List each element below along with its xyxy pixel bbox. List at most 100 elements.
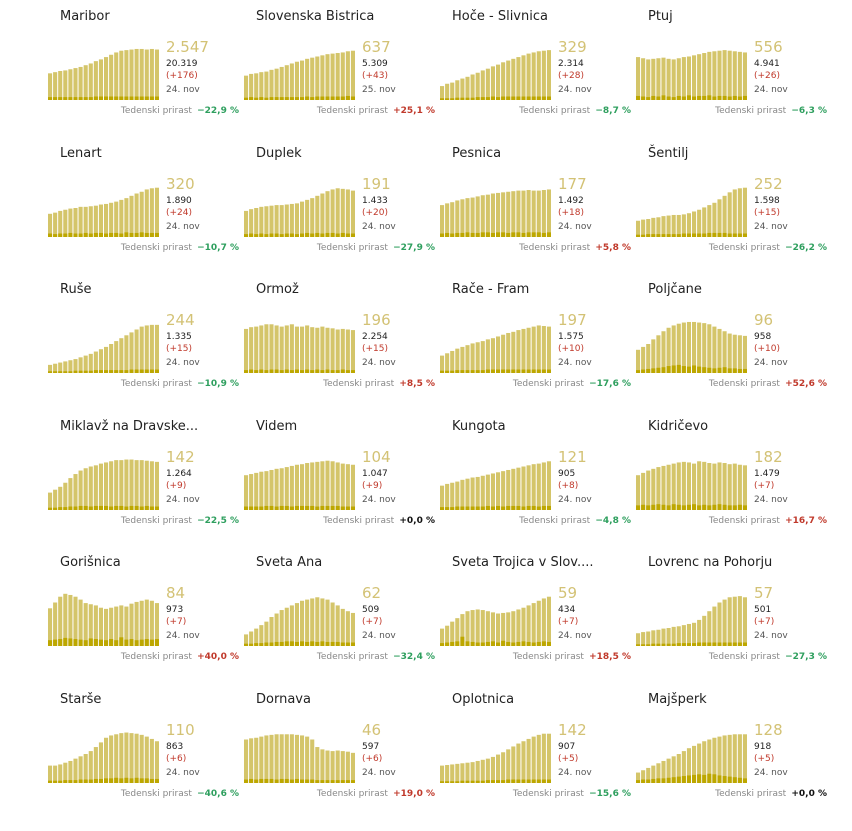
new-cases-bar: [712, 642, 717, 646]
municipality-card[interactable]: Maribor 2.547 20.319 (+176) 24. nov Tedenski …: [48, 0, 244, 137]
new-cases-bar: [98, 639, 103, 646]
active-bar: [83, 754, 88, 783]
new-cases-bar: [737, 368, 742, 373]
municipality-card[interactable]: Starše 110 863 (+6) 24. nov Tedenski prirast …: [48, 683, 244, 820]
municipality-card[interactable]: Oplotnica 142 907 (+5) 24. nov Tedenski prira…: [440, 683, 636, 820]
municipality-card[interactable]: Miklavž na Dravske... 142 1.264 (+9) 24. nov…: [48, 410, 244, 547]
municipality-card[interactable]: Gorišnica 84 973 (+7) 24. nov Tedenski priras…: [48, 546, 244, 683]
date-label: 24. nov: [362, 358, 396, 368]
new-cases-bar: [722, 232, 727, 237]
municipality-card[interactable]: Rače - Fram 197 1.575 (+10) 24. nov Tedenski …: [440, 273, 636, 410]
municipality-name: Rače - Fram: [452, 282, 530, 297]
weekly-growth-label: Tedenski prirast: [120, 243, 192, 253]
active-bar: [73, 68, 78, 100]
municipality-card[interactable]: Hoče - Slivnica 329 2.314 (+28) 24. nov Teden…: [440, 0, 636, 137]
new-cases-bar: [139, 639, 144, 646]
new-cases-bar: [490, 780, 495, 783]
new-cases-bar: [63, 507, 68, 510]
new-cases-bar: [274, 506, 279, 510]
active-bar: [274, 68, 279, 100]
new-cases-bar: [93, 96, 98, 100]
new-cases-bar: [646, 644, 651, 646]
active-bar: [114, 606, 119, 646]
active-bar: [686, 213, 691, 237]
new-cases-bar: [149, 639, 154, 646]
active-bar: [289, 324, 294, 373]
new-cases-bar: [440, 643, 445, 646]
new-cases-bar: [475, 506, 480, 510]
municipality-card[interactable]: Poljčane 96 958 (+10) 24. nov Tedenski priras…: [636, 273, 832, 410]
municipality-card[interactable]: Kidričevo 182 1.479 (+7) 24. nov Tedenski pri…: [636, 410, 832, 547]
new-cases-bar: [511, 96, 516, 100]
active-bar: [511, 468, 516, 510]
active-bar: [485, 611, 490, 646]
municipality-card[interactable]: Dornava 46 597 (+6) 24. nov Tedenski prirast …: [244, 683, 440, 820]
municipality-card[interactable]: Slovenska Bistrica 637 5.309 (+43) 25. nov Te…: [244, 0, 440, 137]
municipality-card[interactable]: Ormož 196 2.254 (+15) 24. nov Tedenski priras…: [244, 273, 440, 410]
municipality-card[interactable]: Sveta Ana 62 509 (+7) 24. nov Tedenski priras…: [244, 546, 440, 683]
municipality-card[interactable]: Duplek 191 1.433 (+20) 24. nov Tedenski prira…: [244, 137, 440, 274]
municipality-card[interactable]: Videm 104 1.047 (+9) 24. nov Tedenski prirast…: [244, 410, 440, 547]
active-bar: [68, 69, 73, 100]
active-bar: [124, 50, 129, 100]
new-cases-bar: [78, 639, 83, 646]
weekly-growth-label: Tedenski prirast: [120, 652, 192, 662]
active-bar: [641, 346, 646, 373]
active-bar: [244, 739, 249, 783]
active-bar: [501, 62, 506, 100]
municipality-card[interactable]: Ptuj 556 4.941 (+26) 24. nov Tedenski prirast…: [636, 0, 832, 137]
active-bar: [656, 217, 661, 237]
new-cases-bar: [450, 641, 455, 646]
municipality-card[interactable]: Lenart 320 1.890 (+24) 24. nov Tedenski prira…: [48, 137, 244, 274]
active-bar: [104, 737, 109, 783]
new-cases-bar: [93, 639, 98, 646]
active-bar: [269, 205, 274, 237]
active-bar: [335, 188, 340, 237]
active-bar: [490, 193, 495, 237]
active-bar: [284, 325, 289, 373]
new-cases-bar: [742, 233, 747, 237]
municipality-name: Starše: [60, 692, 102, 707]
new-cases-bar: [154, 639, 159, 646]
new-cases-bar: [249, 506, 254, 510]
active-bar: [717, 50, 722, 100]
active-cases: 329: [558, 38, 587, 56]
active-bar: [485, 339, 490, 373]
total-cases: 509: [362, 605, 380, 615]
municipality-card[interactable]: Šentilj 252 1.598 (+15) 24. nov Tedenski prir…: [636, 137, 832, 274]
new-cases-bar: [455, 97, 460, 100]
active-bar: [541, 598, 546, 646]
municipality-card[interactable]: Ruše 244 1.335 (+15) 24. nov Tedenski prirast…: [48, 273, 244, 410]
active-bar: [526, 738, 531, 783]
active-bar: [98, 607, 103, 646]
municipality-card[interactable]: Kungota 121 905 (+8) 24. nov Tedenski prirast…: [440, 410, 636, 547]
active-bar: [289, 203, 294, 237]
municipality-card[interactable]: Pesnica 177 1.492 (+18) 24. nov Tedenski prir…: [440, 137, 636, 274]
active-bar: [310, 327, 315, 373]
active-cases: 104: [362, 448, 391, 466]
active-bar: [681, 625, 686, 646]
new-cases-bar: [656, 504, 661, 510]
active-bar: [63, 762, 68, 783]
weekly-growth-label: Tedenski prirast: [708, 379, 780, 389]
municipality-card[interactable]: Lovrenc na Pohorju 57 501 (+7) 24. nov Tedens…: [636, 546, 832, 683]
new-cases-bar: [692, 643, 697, 646]
active-bar: [154, 603, 159, 646]
active-bar: [134, 733, 139, 783]
new-cases-bar: [249, 643, 254, 646]
date-label: 24. nov: [558, 631, 592, 641]
weekly-growth: Tedenski prirast +25,1 %: [317, 106, 435, 116]
municipality-card[interactable]: Majšperk 128 918 (+5) 24. nov Tedenski priras…: [636, 683, 832, 820]
new-cases-bar: [470, 97, 475, 100]
municipality-card[interactable]: Sveta Trojica v Slov.... 59 434 (+7) 24. nov…: [440, 546, 636, 683]
new-cases-bar: [78, 779, 83, 783]
new-cases-bar: [284, 641, 289, 646]
active-bar: [315, 461, 320, 510]
new-cases-bar: [129, 232, 134, 237]
weekly-growth-value: −10,9 %: [193, 379, 239, 389]
active-bar: [259, 625, 264, 646]
new-cases-bar: [109, 639, 114, 646]
active-bar: [480, 341, 485, 373]
active-bar: [264, 735, 269, 783]
active-bar: [506, 60, 511, 100]
